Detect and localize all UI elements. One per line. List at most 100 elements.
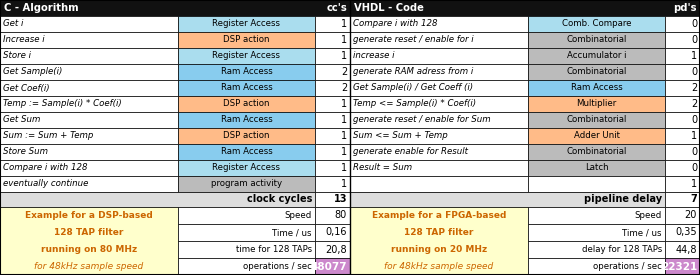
Text: Ram Access: Ram Access [220, 67, 272, 76]
Text: Ram Access: Ram Access [570, 84, 622, 92]
Bar [528, 224, 665, 241]
Text: Combinatorial: Combinatorial [566, 147, 626, 156]
Text: Speed: Speed [285, 211, 312, 220]
Text: 2: 2 [341, 67, 347, 77]
Text: Get Sample(i) / Get Coeff (i): Get Sample(i) / Get Coeff (i) [353, 84, 473, 92]
Bar [0, 128, 178, 144]
Text: 1: 1 [691, 131, 697, 141]
Bar [315, 258, 350, 275]
Text: Store Sum: Store Sum [3, 147, 48, 156]
Text: DSP action: DSP action [223, 100, 270, 109]
Text: Speed: Speed [635, 211, 662, 220]
Text: Get i: Get i [3, 20, 23, 29]
Text: VHDL - Code: VHDL - Code [354, 3, 424, 13]
Text: Register Access: Register Access [213, 20, 281, 29]
Text: DSP action: DSP action [223, 35, 270, 45]
Text: Accumulator i: Accumulator i [567, 51, 626, 60]
Text: 1: 1 [341, 51, 347, 61]
Bar [178, 160, 315, 176]
Text: Ram Access: Ram Access [220, 116, 272, 125]
Text: 1: 1 [341, 35, 347, 45]
Text: 2: 2 [341, 83, 347, 93]
Bar [0, 32, 178, 48]
Bar [665, 16, 700, 32]
Bar [350, 160, 528, 176]
Bar [528, 48, 665, 64]
Text: 1: 1 [341, 179, 347, 189]
Text: for 48kHz sample speed: for 48kHz sample speed [384, 262, 493, 271]
Bar [665, 112, 700, 128]
Text: 1: 1 [341, 115, 347, 125]
Text: Combinatorial: Combinatorial [566, 116, 626, 125]
Text: generate RAM adress from i: generate RAM adress from i [353, 67, 473, 76]
Text: pd's: pd's [673, 3, 697, 13]
Text: 128 TAP filter: 128 TAP filter [55, 228, 124, 237]
Bar [528, 112, 665, 128]
Text: 0: 0 [691, 35, 697, 45]
Text: 0: 0 [691, 67, 697, 77]
Bar [528, 160, 665, 176]
Text: C - Algorithm: C - Algorithm [4, 3, 78, 13]
Bar [178, 32, 315, 48]
Text: Result = Sum: Result = Sum [353, 164, 412, 172]
Text: generate reset / enable for i: generate reset / enable for i [353, 35, 474, 45]
Bar [315, 192, 350, 207]
Bar [350, 16, 528, 32]
Text: running on 80 MHz: running on 80 MHz [41, 245, 137, 254]
Text: 22321: 22321 [661, 262, 697, 271]
Bar [528, 258, 665, 275]
Bar [0, 96, 178, 112]
Bar [0, 207, 178, 275]
Text: Get Sample(i): Get Sample(i) [3, 67, 62, 76]
Bar [315, 96, 350, 112]
Text: operations / sec: operations / sec [243, 262, 312, 271]
Bar [350, 112, 528, 128]
Bar [315, 48, 350, 64]
Bar [315, 32, 350, 48]
Text: Sum <= Sum + Temp: Sum <= Sum + Temp [353, 131, 448, 141]
Text: 0: 0 [691, 115, 697, 125]
Text: 1: 1 [341, 147, 347, 157]
Bar [315, 64, 350, 80]
Bar [178, 112, 315, 128]
Bar [665, 64, 700, 80]
Text: 0: 0 [691, 19, 697, 29]
Bar [665, 176, 700, 192]
Bar [178, 258, 315, 275]
Bar [665, 192, 700, 207]
Bar [528, 176, 665, 192]
Bar [178, 176, 315, 192]
Bar [350, 207, 528, 275]
Bar [178, 241, 315, 258]
Bar [178, 96, 315, 112]
Text: 20,8: 20,8 [326, 244, 347, 254]
Text: Register Access: Register Access [213, 51, 281, 60]
Bar [350, 192, 665, 207]
Bar [315, 144, 350, 160]
Bar [178, 64, 315, 80]
Bar [315, 224, 350, 241]
Text: time for 128 TAPs: time for 128 TAPs [236, 245, 312, 254]
Text: generate reset / enable for Sum: generate reset / enable for Sum [353, 116, 491, 125]
Bar [350, 0, 700, 16]
Bar [350, 32, 528, 48]
Bar [350, 128, 528, 144]
Text: Temp := Sample(i) * Coef(i): Temp := Sample(i) * Coef(i) [3, 100, 122, 109]
Bar [350, 176, 528, 192]
Bar [315, 176, 350, 192]
Text: Ram Access: Ram Access [220, 147, 272, 156]
Text: 80: 80 [335, 210, 347, 221]
Bar [178, 48, 315, 64]
Bar [315, 112, 350, 128]
Text: Latch: Latch [584, 164, 608, 172]
Text: Get Sum: Get Sum [3, 116, 41, 125]
Text: 1: 1 [341, 131, 347, 141]
Text: 1: 1 [691, 179, 697, 189]
Bar [0, 16, 178, 32]
Bar [0, 192, 315, 207]
Bar [528, 241, 665, 258]
Bar [665, 224, 700, 241]
Text: 13: 13 [333, 194, 347, 205]
Bar [350, 144, 528, 160]
Text: Store i: Store i [3, 51, 31, 60]
